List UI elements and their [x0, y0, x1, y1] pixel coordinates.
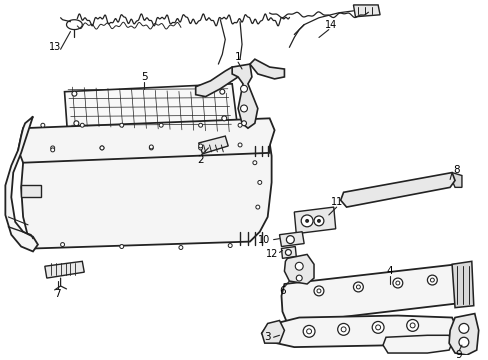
Circle shape [241, 121, 246, 126]
Circle shape [198, 146, 202, 150]
Circle shape [252, 161, 256, 165]
Circle shape [356, 285, 360, 289]
Circle shape [100, 146, 104, 150]
Circle shape [238, 143, 242, 147]
Circle shape [179, 246, 183, 249]
Text: 3: 3 [264, 332, 270, 342]
Circle shape [51, 148, 55, 152]
Circle shape [120, 123, 123, 127]
Circle shape [406, 320, 418, 331]
Circle shape [395, 281, 399, 285]
Polygon shape [21, 143, 271, 248]
Polygon shape [18, 118, 274, 163]
Text: 9: 9 [455, 350, 461, 360]
Circle shape [51, 146, 55, 150]
Circle shape [305, 219, 308, 223]
Circle shape [198, 144, 202, 148]
Text: 5: 5 [141, 72, 147, 82]
Circle shape [285, 249, 291, 255]
Polygon shape [281, 264, 459, 323]
Circle shape [313, 286, 323, 296]
Circle shape [149, 146, 153, 150]
Circle shape [301, 215, 312, 227]
Circle shape [72, 91, 77, 96]
Text: 8: 8 [453, 165, 459, 175]
Circle shape [392, 278, 402, 288]
Polygon shape [448, 314, 478, 355]
Circle shape [240, 85, 247, 92]
Circle shape [313, 216, 323, 226]
Text: 12: 12 [266, 249, 278, 260]
Circle shape [337, 323, 349, 335]
Circle shape [458, 323, 468, 333]
Circle shape [222, 116, 226, 121]
Polygon shape [281, 247, 296, 258]
Circle shape [159, 123, 163, 127]
Circle shape [296, 275, 302, 281]
Circle shape [198, 123, 202, 127]
Circle shape [316, 289, 320, 293]
Polygon shape [195, 67, 238, 96]
Text: 2: 2 [197, 155, 203, 165]
Circle shape [41, 123, 45, 127]
Circle shape [120, 244, 123, 248]
Text: 14: 14 [324, 20, 336, 30]
Circle shape [149, 145, 153, 149]
Circle shape [427, 275, 436, 285]
Text: 10: 10 [257, 235, 269, 245]
Circle shape [238, 123, 242, 127]
Circle shape [429, 278, 433, 282]
Circle shape [220, 89, 224, 94]
Circle shape [80, 123, 84, 127]
Circle shape [353, 282, 363, 292]
Circle shape [303, 325, 314, 337]
Circle shape [74, 121, 79, 126]
Circle shape [295, 262, 303, 270]
Polygon shape [45, 261, 84, 278]
Circle shape [100, 146, 104, 150]
Polygon shape [5, 116, 38, 251]
Polygon shape [232, 64, 257, 128]
Text: 1: 1 [234, 52, 241, 62]
Text: 4: 4 [386, 266, 392, 276]
Polygon shape [284, 255, 313, 284]
Circle shape [306, 329, 311, 334]
Text: 6: 6 [279, 286, 285, 296]
Circle shape [371, 321, 383, 333]
Polygon shape [198, 136, 228, 154]
Circle shape [61, 243, 64, 247]
Circle shape [409, 323, 414, 328]
Polygon shape [382, 335, 451, 353]
Text: 7: 7 [54, 289, 61, 299]
Circle shape [375, 325, 380, 330]
Polygon shape [64, 84, 237, 133]
Polygon shape [451, 172, 461, 187]
Polygon shape [294, 207, 335, 234]
Polygon shape [340, 172, 454, 207]
Text: 11: 11 [330, 197, 342, 207]
Circle shape [255, 205, 259, 209]
Polygon shape [261, 320, 284, 343]
Circle shape [458, 337, 468, 347]
Polygon shape [249, 59, 284, 79]
Circle shape [257, 180, 261, 184]
Bar [21, 185, 41, 197]
Text: 13: 13 [48, 42, 61, 52]
Circle shape [316, 219, 320, 223]
Circle shape [341, 327, 346, 332]
Polygon shape [451, 261, 473, 308]
Circle shape [240, 105, 247, 112]
Polygon shape [353, 5, 379, 17]
Polygon shape [261, 316, 456, 347]
Circle shape [286, 236, 294, 244]
Polygon shape [279, 232, 304, 247]
Circle shape [228, 244, 232, 248]
